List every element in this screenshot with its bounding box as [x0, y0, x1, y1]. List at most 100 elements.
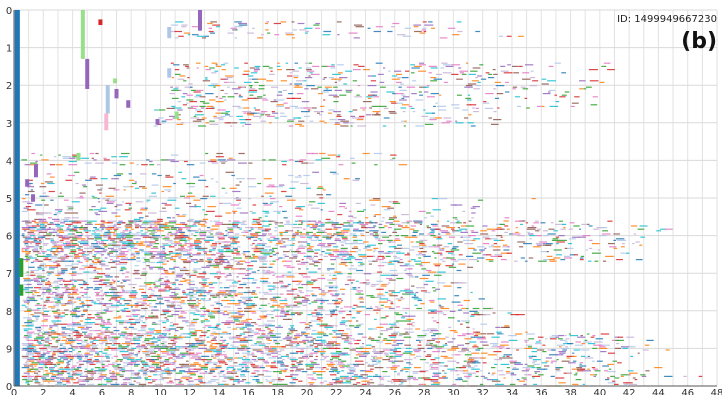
event-mark [190, 274, 197, 276]
event-mark [179, 268, 188, 270]
event-mark [219, 257, 224, 259]
event-mark [104, 257, 108, 259]
event-mark [551, 335, 558, 337]
event-mark [280, 235, 283, 237]
event-mark [145, 363, 149, 365]
event-mark [255, 236, 258, 238]
event-mark [380, 285, 387, 287]
event-mark [373, 152, 383, 155]
event-mark [239, 283, 247, 286]
event-mark [382, 339, 387, 341]
event-mark [225, 230, 228, 232]
event-mark [271, 362, 276, 364]
event-mark [285, 62, 289, 64]
event-mark [153, 238, 159, 240]
event-mark [613, 233, 620, 235]
event-mark [206, 257, 212, 259]
event-mark [73, 301, 77, 303]
event-mark [427, 271, 437, 273]
event-mark [219, 273, 225, 275]
event-mark [184, 241, 187, 243]
event-mark [170, 154, 179, 156]
event-mark [100, 207, 107, 209]
event-mark [213, 115, 217, 117]
event-mark [35, 336, 45, 338]
event-mark [237, 310, 243, 312]
event-mark [336, 231, 342, 233]
event-mark [21, 259, 30, 261]
event-mark [104, 279, 110, 281]
event-mark [335, 347, 341, 349]
event-mark [447, 27, 456, 29]
event-mark [52, 351, 61, 353]
event-mark [263, 315, 268, 317]
event-mark [399, 89, 405, 91]
event-mark [244, 310, 251, 312]
event-mark [158, 349, 161, 351]
event-mark [376, 288, 384, 290]
event-mark [294, 335, 303, 337]
event-mark [68, 164, 78, 166]
event-mark [226, 265, 234, 267]
event-mark [43, 235, 52, 237]
event-mark [304, 323, 310, 325]
event-mark [586, 86, 592, 88]
event-mark [41, 320, 48, 322]
event-mark [154, 280, 160, 282]
event-mark [250, 322, 257, 324]
event-mark [234, 260, 243, 262]
event-mark [332, 277, 337, 280]
event-mark [114, 368, 123, 370]
event-mark [343, 341, 350, 343]
event-mark [69, 303, 75, 305]
event-mark [419, 359, 427, 361]
event-mark [382, 125, 387, 127]
event-mark [118, 344, 122, 346]
event-mark [356, 290, 363, 292]
event-mark [275, 252, 279, 254]
event-mark [182, 291, 186, 294]
event-mark [158, 288, 167, 290]
event-mark [163, 223, 168, 225]
event-mark [400, 107, 407, 109]
event-mark [126, 235, 135, 237]
event-mark [339, 241, 347, 243]
event-mark [193, 268, 202, 270]
event-mark [254, 69, 260, 71]
event-mark [217, 159, 226, 161]
event-mark [349, 122, 355, 124]
event-mark [87, 314, 92, 316]
event-mark [491, 346, 500, 348]
event-mark [512, 88, 516, 90]
event-mark [113, 355, 118, 357]
event-mark [226, 77, 233, 79]
event-mark [291, 288, 298, 290]
event-mark [515, 333, 523, 335]
event-mark [56, 263, 60, 265]
event-mark [186, 99, 194, 101]
event-mark [71, 367, 76, 369]
event-mark [559, 239, 567, 241]
event-mark [21, 343, 29, 345]
event-mark [250, 112, 260, 114]
event-mark [284, 304, 293, 306]
event-mark [103, 336, 107, 338]
event-mark [36, 228, 46, 230]
event-mark [185, 227, 192, 229]
event-mark [222, 346, 228, 348]
event-mark [149, 330, 155, 332]
event-mark [286, 120, 294, 122]
event-mark [140, 328, 145, 330]
event-mark [399, 259, 403, 261]
event-mark [56, 362, 65, 364]
event-mark [306, 67, 312, 69]
event-mark [210, 21, 217, 23]
event-mark [76, 336, 81, 338]
event-mark [167, 315, 174, 317]
event-mark [462, 109, 469, 111]
event-mark [429, 231, 435, 233]
event-mark [125, 246, 132, 248]
event-mark [341, 360, 347, 362]
event-mark [44, 365, 47, 367]
event-mark [439, 94, 442, 96]
